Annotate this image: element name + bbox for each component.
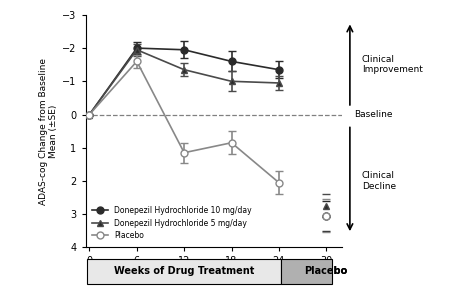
FancyBboxPatch shape xyxy=(87,259,281,284)
Text: Clinical
Improvement: Clinical Improvement xyxy=(362,55,423,74)
Text: Clinical
Decline: Clinical Decline xyxy=(362,171,396,191)
Y-axis label: ADAS-cog Change from Baseline
Mean (±SE): ADAS-cog Change from Baseline Mean (±SE) xyxy=(38,58,58,205)
Text: Weeks of Drug Treatment: Weeks of Drug Treatment xyxy=(114,266,254,276)
Text: Placebo: Placebo xyxy=(304,266,348,276)
Legend: Donepezil Hydrochloride 10 mg/day, Donepezil Hydrochloride 5 mg/day, Placebo: Donepezil Hydrochloride 10 mg/day, Donep… xyxy=(89,203,255,243)
Text: Baseline: Baseline xyxy=(354,110,392,119)
Text: Placebo: Placebo xyxy=(304,266,348,276)
Text: Weeks of Drug Treatment: Weeks of Drug Treatment xyxy=(114,266,254,276)
FancyBboxPatch shape xyxy=(281,259,332,284)
